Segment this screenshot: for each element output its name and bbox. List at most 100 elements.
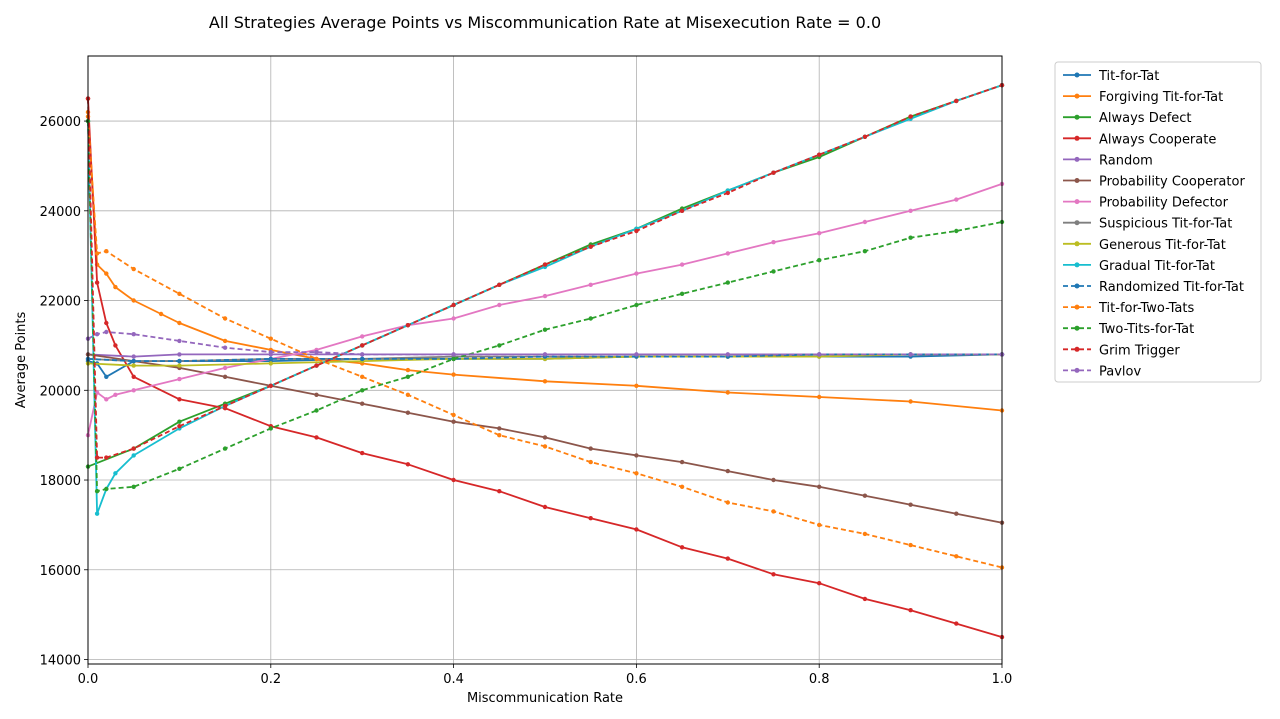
- data-point: [954, 98, 959, 104]
- legend-label: Two-Tits-for-Tat: [1098, 322, 1194, 337]
- data-point: [104, 329, 109, 335]
- y-tick-label: 22000: [40, 295, 81, 310]
- data-point: [817, 231, 822, 236]
- data-point: [104, 249, 109, 254]
- data-point: [314, 363, 319, 368]
- data-point: [497, 489, 502, 494]
- series-layer: [85, 83, 1005, 640]
- data-point: [94, 332, 100, 337]
- data-point: [679, 291, 685, 296]
- series-path: [87, 121, 1003, 493]
- series-path: [87, 331, 1002, 356]
- data-point: [451, 477, 456, 483]
- data-point: [725, 390, 730, 395]
- data-point: [679, 208, 685, 213]
- series-line: [85, 352, 1005, 525]
- data-point: [158, 311, 164, 317]
- legend-item: Pavlov: [1063, 364, 1141, 379]
- data-point: [862, 134, 868, 139]
- data-point: [771, 269, 776, 274]
- data-point: [725, 352, 730, 357]
- data-point: [634, 302, 639, 308]
- data-point: [542, 435, 548, 440]
- x-axis: 0.0 0.2 0.4 0.6 0.8 1.0: [78, 664, 1013, 687]
- data-point: [131, 332, 136, 337]
- data-point: [113, 343, 118, 348]
- data-point: [451, 302, 456, 308]
- legend-label: Forgiving Tit-for-Tat: [1099, 90, 1223, 105]
- data-point: [497, 426, 502, 431]
- data-point: [360, 374, 365, 379]
- data-point: [131, 374, 136, 379]
- legend-label: Always Cooperate: [1099, 132, 1216, 147]
- series-path: [87, 353, 1002, 367]
- data-point: [908, 208, 913, 213]
- data-point: [177, 363, 182, 368]
- data-point: [497, 302, 502, 308]
- legend-label: Tit-for-Tat: [1098, 69, 1159, 84]
- x-tick-label: 1.0: [992, 672, 1013, 687]
- legend-item: Generous Tit-for-Tat: [1063, 238, 1226, 253]
- legend-marker: [1074, 178, 1080, 183]
- legend-label: Random: [1099, 153, 1153, 168]
- data-point: [542, 327, 548, 332]
- data-point: [104, 397, 109, 402]
- legend-item: Grim Trigger: [1063, 343, 1180, 358]
- data-point: [771, 170, 776, 175]
- data-point: [634, 352, 639, 357]
- legend-label: Tit-for-Two-Tats: [1098, 301, 1194, 316]
- data-point: [360, 401, 365, 406]
- x-tick-label: 0.6: [626, 672, 647, 687]
- data-point: [954, 228, 959, 234]
- legend-item: Suspicious Tit-for-Tat: [1063, 217, 1232, 232]
- data-point: [451, 316, 456, 321]
- data-point: [954, 511, 959, 516]
- data-point: [725, 500, 730, 505]
- data-point: [862, 596, 868, 602]
- data-point: [131, 453, 136, 458]
- data-point: [908, 502, 913, 507]
- data-point: [104, 455, 109, 460]
- data-point: [817, 394, 822, 400]
- data-point: [771, 240, 776, 245]
- data-point: [634, 471, 639, 476]
- legend-marker: [1074, 304, 1080, 310]
- x-tick-label: 0.0: [78, 672, 99, 687]
- data-point: [131, 354, 136, 359]
- series-line: [85, 83, 1005, 516]
- data-point: [771, 509, 776, 514]
- data-point: [908, 114, 913, 119]
- legend-item: Random: [1063, 153, 1153, 168]
- legend-label: Probability Defector: [1099, 196, 1229, 211]
- data-point: [405, 462, 411, 467]
- data-point: [104, 320, 109, 326]
- series-line: [85, 83, 1005, 460]
- data-point: [725, 251, 730, 256]
- data-point: [679, 459, 685, 465]
- legend-marker: [1074, 220, 1080, 226]
- data-point: [113, 392, 118, 397]
- data-point: [131, 266, 136, 272]
- data-point: [177, 466, 182, 471]
- data-point: [405, 392, 411, 397]
- data-point: [94, 251, 100, 256]
- data-point: [634, 453, 639, 458]
- y-tick-label: 16000: [40, 564, 81, 579]
- data-point: [314, 435, 319, 440]
- data-point: [268, 336, 273, 341]
- data-point: [405, 323, 411, 328]
- series-path: [87, 116, 1003, 569]
- data-point: [451, 412, 456, 418]
- data-point: [113, 471, 118, 476]
- data-point: [268, 426, 273, 431]
- data-point: [222, 403, 228, 409]
- data-point: [634, 527, 639, 532]
- data-point: [588, 459, 593, 465]
- data-point: [131, 358, 136, 364]
- data-point: [360, 343, 365, 348]
- legend-label: Probability Cooperator: [1099, 175, 1245, 190]
- x-tick-label: 0.4: [443, 672, 464, 687]
- legend-marker: [1074, 262, 1080, 268]
- data-point: [222, 374, 228, 379]
- legend-item: Tit-for-Two-Tats: [1063, 301, 1194, 316]
